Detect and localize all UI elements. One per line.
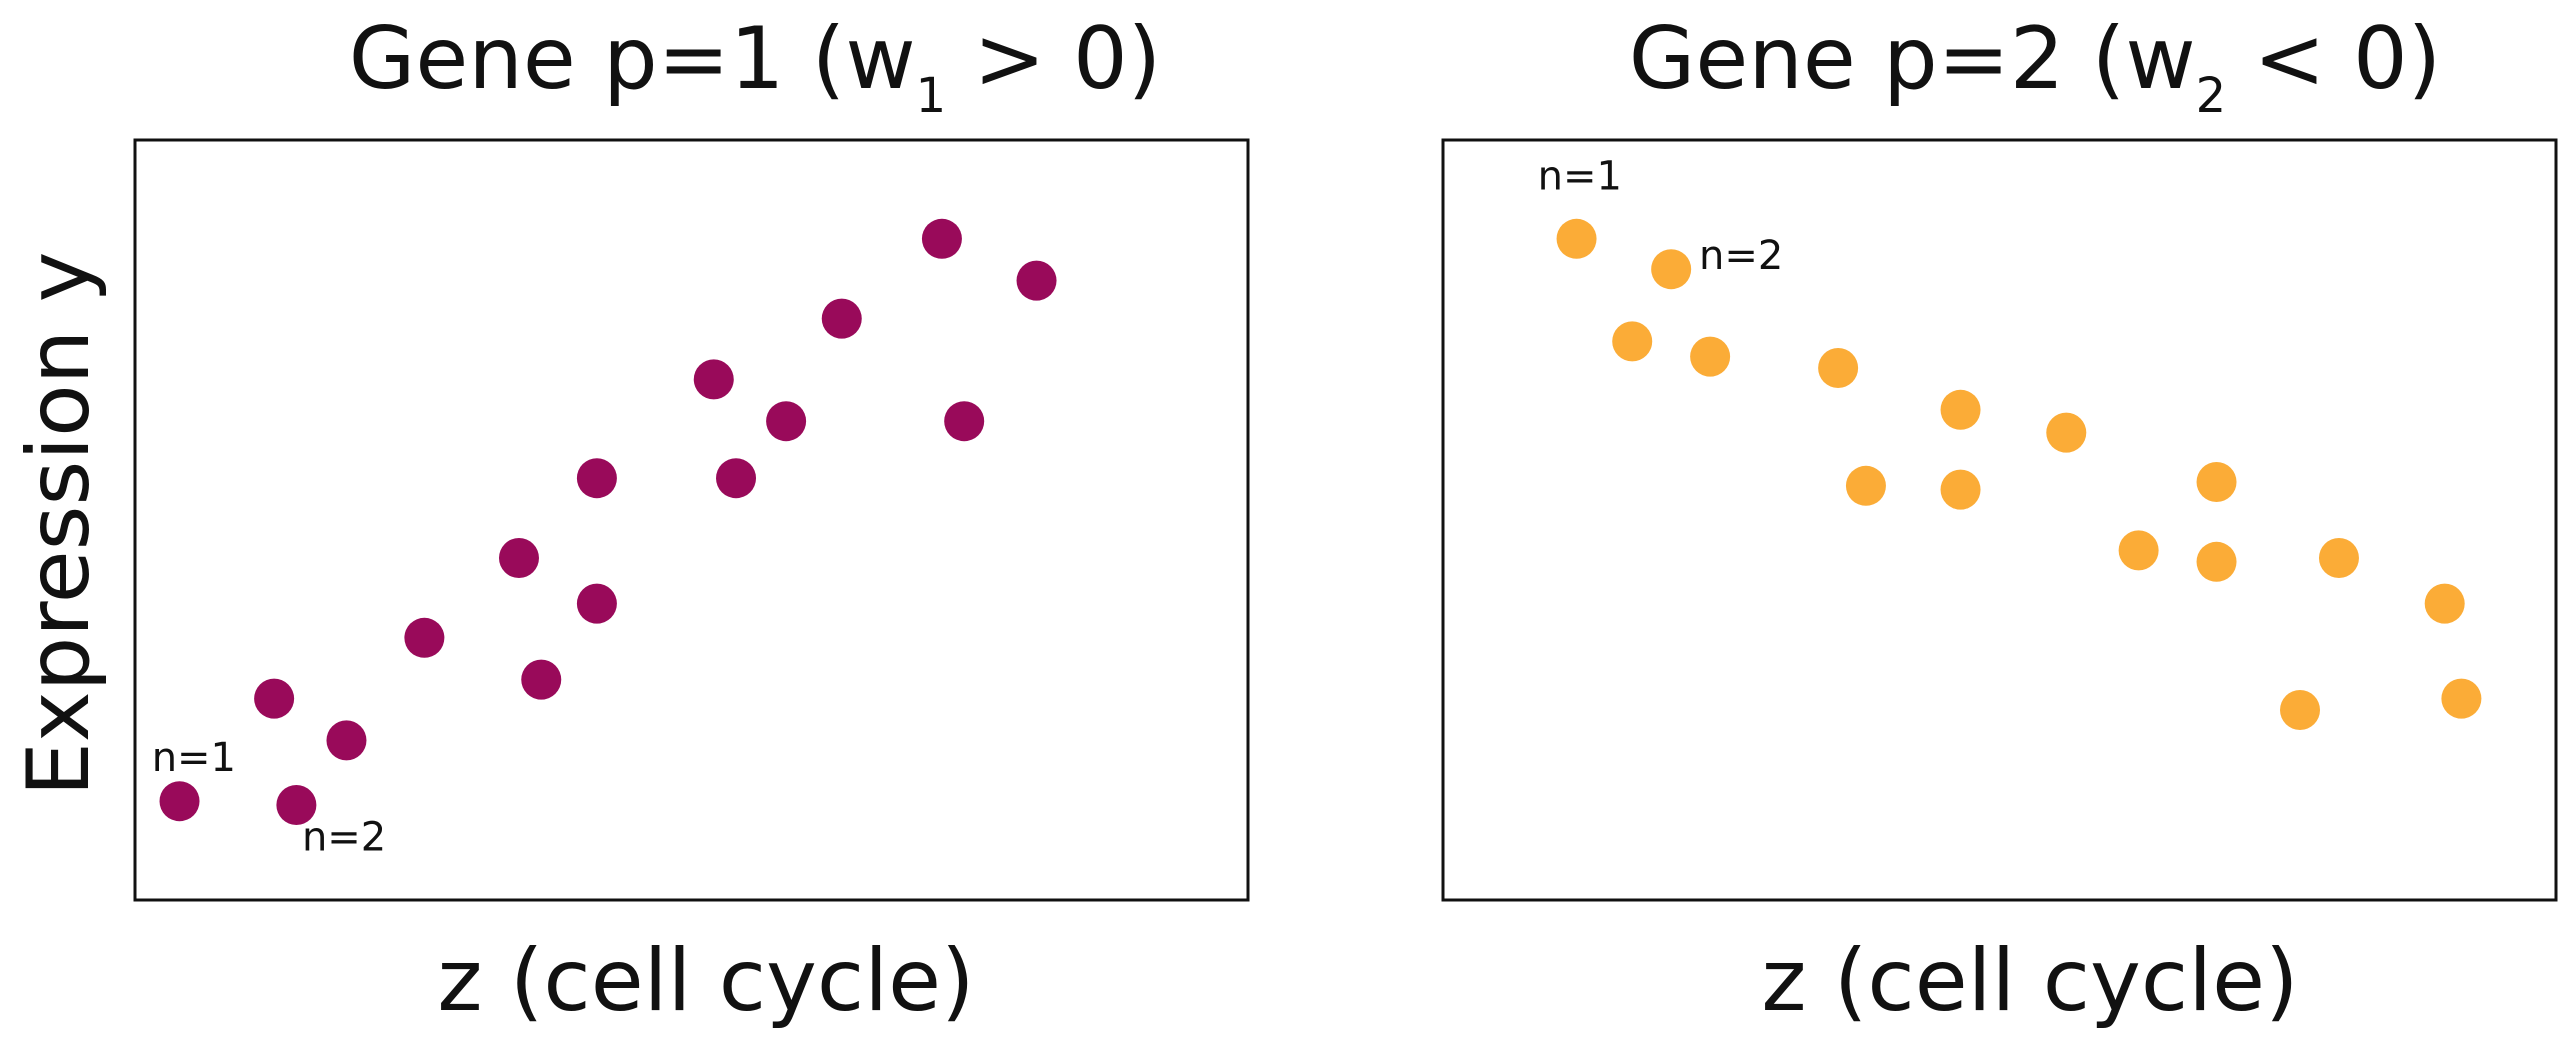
left-title-subscript: 1 bbox=[916, 68, 947, 124]
right-data-point-15 bbox=[2424, 583, 2465, 624]
left-data-point-5 bbox=[404, 617, 445, 658]
left-data-point-8 bbox=[576, 583, 617, 624]
left-data-point-2 bbox=[276, 785, 317, 825]
left-data-point-3 bbox=[254, 678, 295, 719]
right-point-annotation-1: n=1 bbox=[1538, 153, 1622, 199]
right-points-group bbox=[1556, 218, 2482, 730]
left-data-point-4 bbox=[326, 720, 367, 761]
right-plot-frame bbox=[1441, 138, 2558, 902]
right-data-point-4 bbox=[1690, 336, 1731, 377]
right-data-point-10 bbox=[2118, 530, 2159, 571]
right-chart-title: Gene p=2 (w2 < 0) bbox=[1629, 9, 2441, 124]
left-points-group bbox=[159, 218, 1057, 825]
right-title-subscript: 2 bbox=[2196, 68, 2227, 124]
left-data-point-1 bbox=[159, 781, 200, 822]
left-data-point-6 bbox=[498, 538, 539, 578]
left-data-point-11 bbox=[716, 458, 757, 499]
left-data-point-13 bbox=[821, 298, 862, 339]
left-scatter-panel: Gene p=1 (w1 > 0) n=1n=2 z (cell cycle) … bbox=[9, 9, 1250, 1031]
right-data-point-1 bbox=[1556, 218, 1597, 259]
right-data-point-5 bbox=[1818, 348, 1859, 388]
right-data-point-16 bbox=[2441, 678, 2482, 719]
left-point-annotation-1: n=1 bbox=[152, 735, 236, 781]
right-data-point-13 bbox=[2318, 538, 2359, 578]
left-title-main: Gene p=1 (w bbox=[349, 9, 916, 109]
right-data-point-8 bbox=[1940, 469, 1981, 510]
right-title-main: Gene p=2 (w bbox=[1629, 9, 2196, 109]
left-annotations-group: n=1 n=2 bbox=[152, 735, 387, 861]
left-data-point-7 bbox=[521, 659, 562, 700]
y-axis-label: Expression y bbox=[9, 251, 109, 796]
left-plot-frame bbox=[133, 138, 1250, 902]
right-point-annotation-2: n=2 bbox=[1699, 233, 1783, 279]
right-data-point-11 bbox=[2196, 462, 2237, 502]
right-data-point-14 bbox=[2280, 690, 2321, 730]
left-data-point-14 bbox=[921, 218, 962, 259]
right-data-point-3 bbox=[1612, 321, 1653, 362]
left-x-axis-label: z (cell cycle) bbox=[437, 931, 974, 1031]
right-data-point-12 bbox=[2196, 541, 2237, 582]
left-data-point-10 bbox=[693, 359, 734, 400]
right-title-rest: < 0) bbox=[2226, 9, 2441, 109]
left-data-point-12 bbox=[766, 401, 807, 442]
left-data-point-15 bbox=[944, 401, 985, 442]
right-data-point-9 bbox=[2046, 412, 2087, 453]
left-point-annotation-2: n=2 bbox=[302, 815, 386, 861]
left-data-point-9 bbox=[576, 458, 617, 499]
right-data-point-6 bbox=[1940, 389, 1981, 430]
right-annotations-group: n=1 n=2 bbox=[1538, 153, 1784, 279]
right-data-point-7 bbox=[1845, 465, 1886, 506]
right-data-point-2 bbox=[1651, 249, 1692, 290]
left-title-rest: > 0) bbox=[946, 9, 1161, 109]
right-x-axis-label: z (cell cycle) bbox=[1761, 931, 2298, 1031]
right-scatter-panel: Gene p=2 (w2 < 0) n=1 n=2 z (cell cycle) bbox=[1441, 9, 2558, 1031]
left-chart-title: Gene p=1 (w1 > 0) bbox=[349, 9, 1161, 124]
left-data-point-16 bbox=[1016, 260, 1057, 301]
